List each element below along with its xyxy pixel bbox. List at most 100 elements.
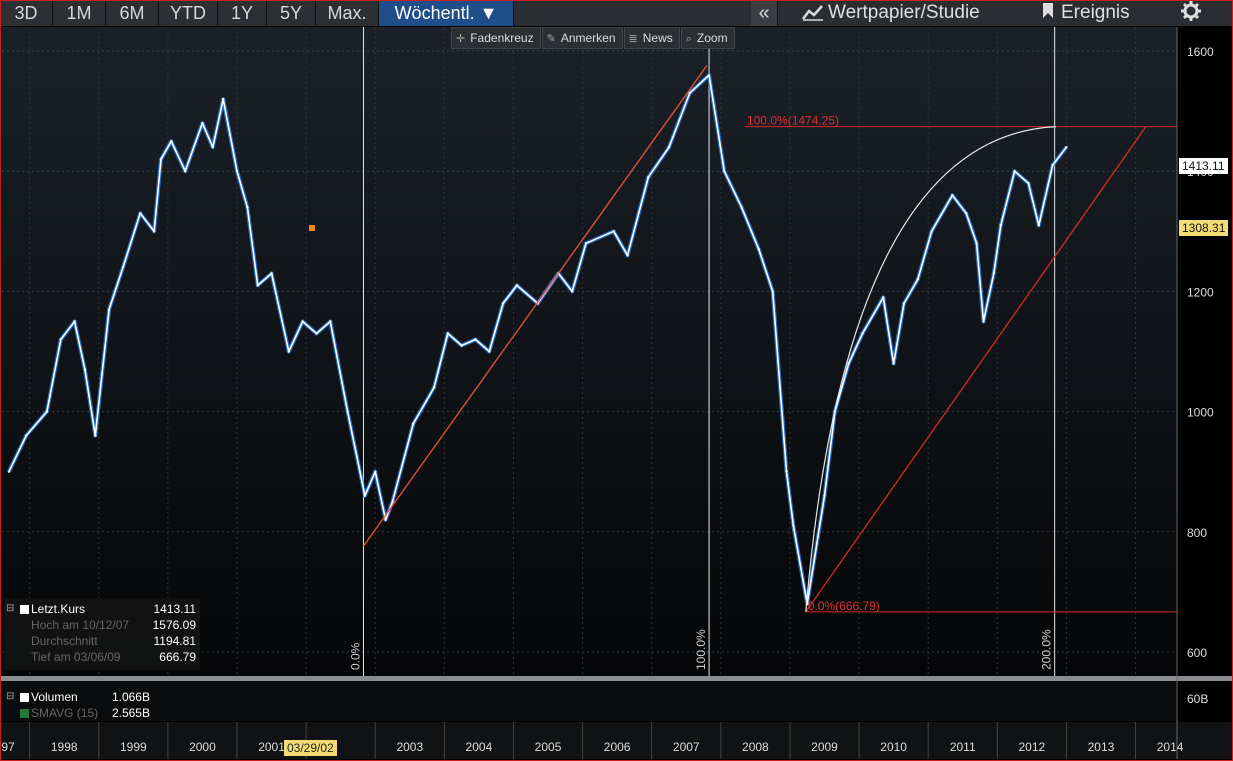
data-point xyxy=(916,278,920,281)
legend-smavg-value: 2.565B xyxy=(111,706,150,720)
range-5y-button[interactable]: 5Y xyxy=(267,0,316,26)
data-point xyxy=(391,500,394,503)
news-label: News xyxy=(642,31,673,45)
range-1m-button[interactable]: 1M xyxy=(53,0,106,26)
data-point xyxy=(612,230,615,233)
data-point xyxy=(346,410,349,413)
data-point xyxy=(460,344,463,347)
crosshair-button[interactable]: ✛ Fadenkreuz xyxy=(451,27,541,49)
fib-low-label: 0.0%(666.79) xyxy=(808,599,880,613)
x-tick-label: 2010 xyxy=(880,740,907,754)
study-button[interactable]: Wertpapier/Studie xyxy=(802,0,980,26)
range-1y-button[interactable]: 1Y xyxy=(218,0,267,26)
x-axis-background xyxy=(0,722,1233,759)
x-tick-label: 1999 xyxy=(120,740,147,754)
news-button[interactable]: ≣ News xyxy=(623,27,680,49)
zoom-button[interactable]: ⌕ Zoom xyxy=(680,27,735,49)
data-point xyxy=(94,434,97,437)
data-point xyxy=(792,524,795,527)
data-point xyxy=(374,470,377,473)
expand-icon[interactable]: ⊟ xyxy=(6,691,15,702)
x-tick-label: 2008 xyxy=(742,740,769,754)
data-point xyxy=(211,145,215,149)
data-point xyxy=(246,206,249,209)
data-point xyxy=(688,91,691,95)
data-point xyxy=(329,320,332,323)
x-tick-label: 2005 xyxy=(535,740,562,754)
data-point xyxy=(882,296,885,299)
data-point xyxy=(412,422,415,425)
data-point xyxy=(982,320,985,323)
fib-high-label: 100.0%(1474.25) xyxy=(747,114,839,128)
range-6m-button[interactable]: 6M xyxy=(106,0,159,26)
time-zone-lines: 0.0% 100.0% 200.0% xyxy=(348,27,1056,676)
data-point xyxy=(823,494,826,497)
data-point xyxy=(235,170,239,173)
volume-axis-label: 60B xyxy=(1187,692,1209,706)
data-point xyxy=(757,248,761,251)
chart-tools: ✛ Fadenkreuz ✎ Anmerken ≣ News ⌕ Zoom xyxy=(451,27,736,49)
legend-volume-label: Volumen xyxy=(31,690,78,704)
data-point xyxy=(785,470,788,473)
legend-volume-value: 1.066B xyxy=(111,690,150,704)
cursor-date: 03/29/02 xyxy=(284,740,337,756)
legend-last[interactable]: ⊟ Letzt.Kurs 1413.11 xyxy=(4,601,200,617)
legend-low-label: Tief am 03/06/09 xyxy=(31,650,121,664)
x-tick-label: 2001 xyxy=(258,740,285,754)
event-label: Ereignis xyxy=(1061,2,1130,23)
legend-low-value: 666.79 xyxy=(159,650,196,664)
x-tick-label: 2004 xyxy=(466,740,493,754)
data-point xyxy=(667,145,671,149)
data-point xyxy=(1013,170,1016,173)
y-tick-label: 1200 xyxy=(1187,285,1214,299)
data-point xyxy=(930,230,933,233)
price-legend: ⊟ Letzt.Kurs 1413.11 Hoch am 10/12/07 15… xyxy=(4,598,200,670)
data-point xyxy=(24,434,28,437)
interval-dropdown[interactable]: Wöchentl. ▼ xyxy=(379,0,514,26)
collapse-button[interactable]: « xyxy=(751,0,778,26)
range-ytd-button[interactable]: YTD xyxy=(159,0,218,26)
data-point xyxy=(902,302,906,305)
x-tick-label: 2003 xyxy=(396,740,423,754)
news-icon: ≣ xyxy=(628,33,638,45)
data-point xyxy=(975,242,978,245)
drawing-studies: 100.0%(1474.25) 0.0%(666.79) xyxy=(362,65,1177,613)
range-3d-button[interactable]: 3D xyxy=(0,0,53,26)
y-tick-label: 1600 xyxy=(1187,45,1214,59)
range-max-button[interactable]: Max. xyxy=(316,0,379,26)
legend-average-value: 1194.81 xyxy=(153,634,197,648)
data-point xyxy=(384,518,387,521)
plot-background xyxy=(2,27,1177,676)
legend-swatch xyxy=(20,693,29,702)
data-point xyxy=(740,206,743,209)
y-tick-label: 1000 xyxy=(1187,406,1214,420)
pencil-icon: ✎ xyxy=(546,33,556,45)
magnifier-icon: ⌕ xyxy=(685,33,692,45)
x-tick-label: 2006 xyxy=(604,740,631,754)
legend-last-value: 1413.11 xyxy=(153,602,197,616)
expand-icon[interactable]: ⊟ xyxy=(6,603,15,614)
data-point xyxy=(256,284,259,287)
data-point xyxy=(121,266,125,269)
legend-volume[interactable]: ⊟ Volumen 1.066B xyxy=(4,689,154,705)
x-tick-label: 97 xyxy=(1,740,15,754)
time-zone-label: 200.0% xyxy=(1040,629,1054,670)
trendline xyxy=(362,65,708,547)
data-point xyxy=(270,272,273,275)
top-toolbar: 3D 1M 6M YTD 1Y 5Y Max. Wöchentl. ▼ « We… xyxy=(0,0,1233,26)
event-button[interactable]: Ereignis xyxy=(1041,0,1130,26)
y-axis: 6008001000120014001600 xyxy=(1176,27,1214,759)
data-point xyxy=(73,320,76,323)
data-point xyxy=(723,170,726,173)
bookmark-icon xyxy=(1043,3,1053,18)
data-point xyxy=(1065,145,1068,149)
gear-icon xyxy=(1181,1,1201,21)
data-point xyxy=(707,73,711,77)
data-point xyxy=(626,254,629,257)
settings-button[interactable] xyxy=(1180,0,1202,26)
annotate-button[interactable]: ✎ Anmerken xyxy=(541,27,623,49)
data-point xyxy=(170,139,173,143)
legend-last-label: Letzt.Kurs xyxy=(31,602,86,616)
x-axis: 97 1998 1999 2000 2001 2003 2004 2005 2006 2007 20… xyxy=(1,722,1184,759)
